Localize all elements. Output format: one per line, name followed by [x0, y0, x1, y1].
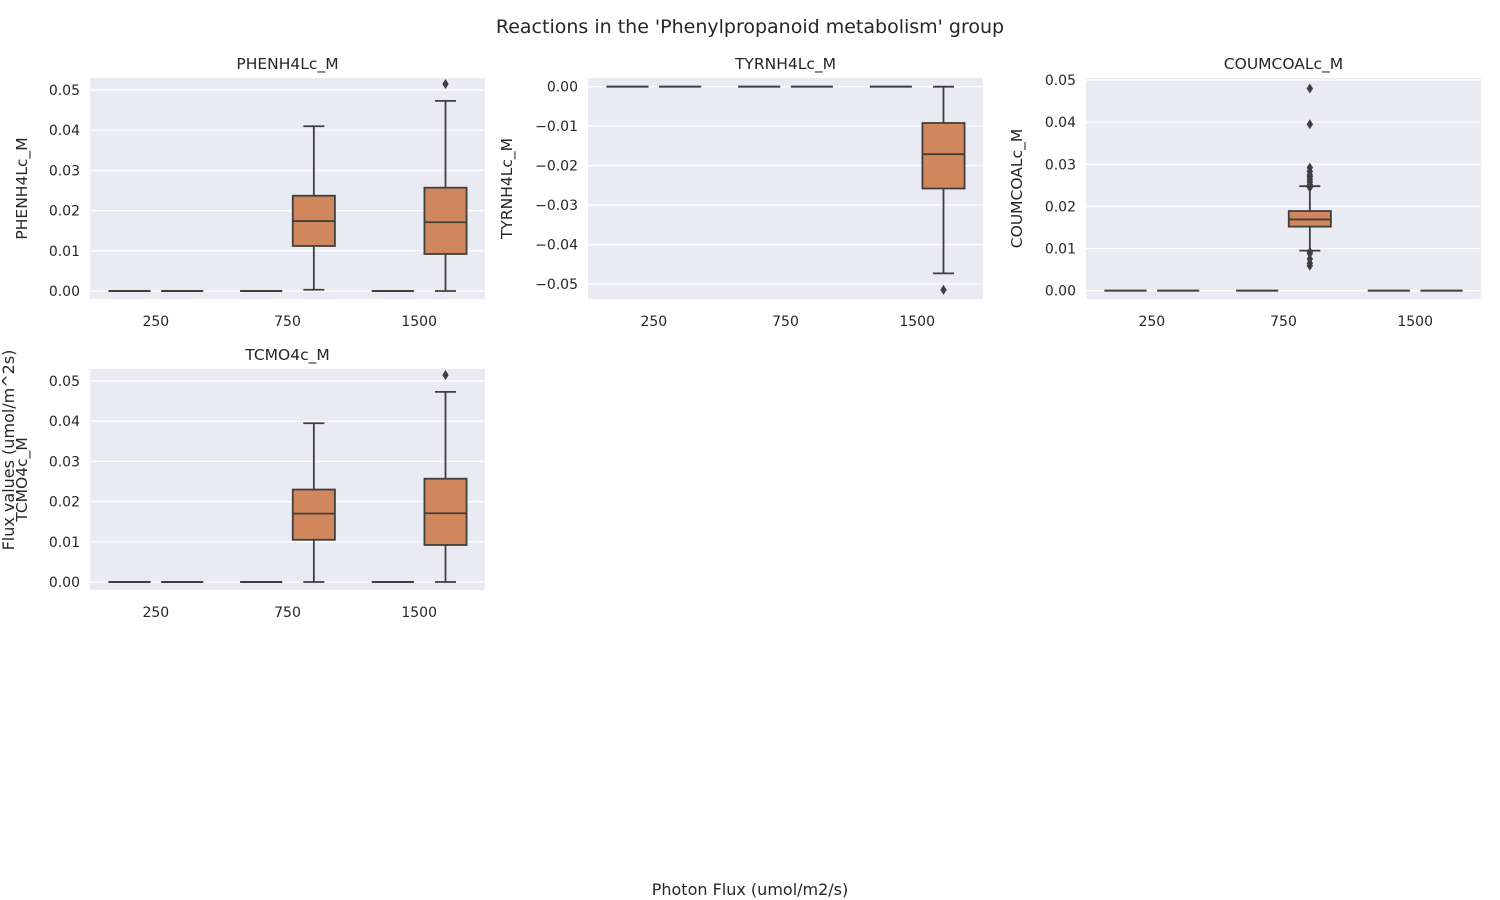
y-tick-label: 0.03	[1045, 157, 1076, 173]
y-tick-label: 0.00	[1045, 284, 1076, 300]
y-axis-label: PHENH4Lc_M	[13, 137, 32, 239]
x-tick-label: 250	[142, 605, 169, 621]
y-tick-label: 0.02	[1045, 199, 1076, 215]
outlier-marker	[940, 284, 947, 295]
x-tick-label: 750	[274, 605, 301, 621]
box-body	[423, 186, 468, 255]
y-tick-label: 0.05	[49, 374, 80, 390]
subplot-title: PHENH4Lc_M	[236, 55, 338, 74]
box-1500-1	[921, 85, 966, 295]
x-tick-label: 1500	[401, 314, 437, 330]
box-body	[423, 477, 468, 546]
box-750-1	[291, 422, 336, 583]
y-tick-label: 0.02	[49, 204, 80, 220]
plot-area	[90, 78, 485, 299]
plot-area	[588, 78, 983, 299]
x-tick-label: 1500	[1397, 314, 1433, 330]
outlier-marker	[442, 79, 449, 90]
x-tick-label: 1500	[899, 314, 935, 330]
subplot-title: COUMCOALc_M	[1224, 55, 1343, 74]
y-tick-label: 0.00	[49, 284, 80, 300]
y-tick-label: 0.01	[49, 535, 80, 551]
y-tick-label: 0.00	[49, 575, 80, 591]
y-tick-label: 0.03	[49, 163, 80, 179]
y-tick-label: −0.02	[535, 159, 578, 175]
x-tick-label: 750	[1270, 314, 1297, 330]
subplot-PHENH4Lc_M: 0.00 0.01 0.02 0.03 0.04 0.05 250 750 1500 PHENH4…	[13, 55, 485, 330]
box-1500-1	[423, 370, 468, 583]
y-tick-label: −0.01	[535, 119, 578, 135]
box-750-1	[1287, 83, 1332, 271]
y-tick-label: 0.01	[1045, 241, 1076, 257]
x-tick-label: 250	[1138, 314, 1165, 330]
plot-area	[1086, 78, 1481, 299]
x-tick-label: 1500	[401, 605, 437, 621]
y-axis-label: COUMCOALc_M	[1008, 129, 1027, 248]
y-tick-label: −0.05	[535, 277, 578, 293]
subplot-title: TYRNH4Lc_M	[734, 55, 836, 74]
box-body	[921, 122, 966, 190]
outlier-marker	[1306, 246, 1314, 257]
x-tick-label: 750	[274, 314, 301, 330]
y-tick-label: 0.01	[49, 244, 80, 260]
y-tick-label: 0.04	[49, 414, 80, 430]
y-tick-label: 0.03	[49, 454, 80, 470]
y-tick-label: −0.04	[535, 238, 578, 254]
subplot-TCMO4c_M: 0.00 0.01 0.02 0.03 0.04 0.05 250 750 1500 TCMO4c…	[13, 346, 485, 621]
x-tick-label: 750	[772, 314, 799, 330]
plot-area	[90, 369, 485, 590]
y-tick-label: 0.05	[49, 83, 80, 99]
subplot-COUMCOALc_M: 0.00 0.01 0.02 0.03 0.04 0.05 250 750 1500 COUMCO…	[1008, 55, 1481, 330]
subplot-TYRNH4Lc_M: 0.00 −0.01 −0.02 −0.03 −0.04 −0.05 250 750 1500 T…	[498, 55, 983, 330]
y-tick-label: 0.04	[1045, 115, 1076, 131]
y-tick-label: 0.05	[1045, 73, 1076, 89]
outlier-marker	[1306, 254, 1314, 265]
figure-x-label: Photon Flux (umol/m2/s)	[652, 880, 849, 899]
figure-y-label: Flux values (umol/m^2s)	[0, 350, 18, 551]
box-750-1	[291, 125, 336, 291]
y-tick-label: −0.03	[535, 198, 578, 214]
x-tick-label: 250	[142, 314, 169, 330]
outlier-marker	[1306, 162, 1314, 173]
subplots: 0.00 0.01 0.02 0.03 0.04 0.05 250 750 1500 PHENH4…	[13, 55, 1481, 621]
figure-title: Reactions in the 'Phenylpropanoid metabo…	[496, 16, 1004, 38]
y-tick-label: 0.00	[547, 80, 578, 96]
subplot-title: TCMO4c_M	[244, 346, 329, 365]
outlier-marker	[442, 370, 449, 381]
outlier-marker	[1306, 119, 1314, 130]
y-tick-label: 0.02	[49, 495, 80, 511]
y-tick-label: 0.04	[49, 123, 80, 139]
box-1500-1	[423, 79, 468, 292]
box-body	[291, 488, 336, 541]
x-tick-label: 250	[640, 314, 667, 330]
y-axis-label: TCMO4c_M	[13, 437, 32, 522]
y-axis-label: TYRNH4Lc_M	[498, 138, 517, 240]
outlier-marker	[1306, 83, 1314, 94]
